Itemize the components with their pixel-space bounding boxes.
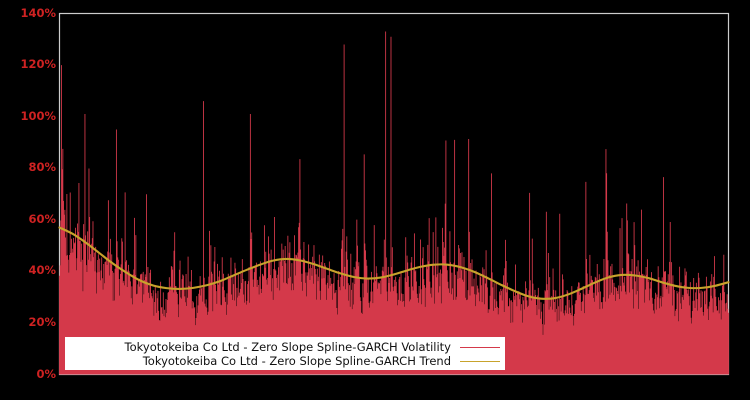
trend-series (58, 226, 730, 300)
y-axis-tick-label: 60% (28, 211, 56, 226)
y-axis-tick-label: 100% (20, 108, 56, 123)
legend-line-swatch-trend-icon (460, 361, 500, 362)
legend-entry-volatility[interactable]: Tokyotokeiba Co Ltd - Zero Slope Spline-… (66, 339, 504, 355)
y-axis-tick-label: 0% (36, 366, 56, 381)
legend-label-trend: Tokyotokeiba Co Ltd - Zero Slope Spline-… (142, 353, 451, 368)
y-axis-tick-label: 140% (20, 5, 56, 20)
legend-entry-trend[interactable]: Tokyotokeiba Co Ltd - Zero Slope Spline-… (66, 353, 504, 369)
y-axis-tick-label: 40% (28, 263, 56, 278)
chart-legend[interactable]: Tokyotokeiba Co Ltd - Zero Slope Spline-… (65, 337, 505, 370)
legend-label-volatility: Tokyotokeiba Co Ltd - Zero Slope Spline-… (124, 339, 451, 354)
legend-line-swatch-volatility-icon (460, 347, 500, 348)
y-axis-tick-label: 20% (28, 314, 56, 329)
y-axis-tick-label: 120% (20, 57, 56, 72)
y-axis-tick-labels: 0% 20% 40% 60% 80% 100% 120% 140% (0, 0, 56, 400)
y-axis-tick-label: 80% (28, 160, 56, 175)
